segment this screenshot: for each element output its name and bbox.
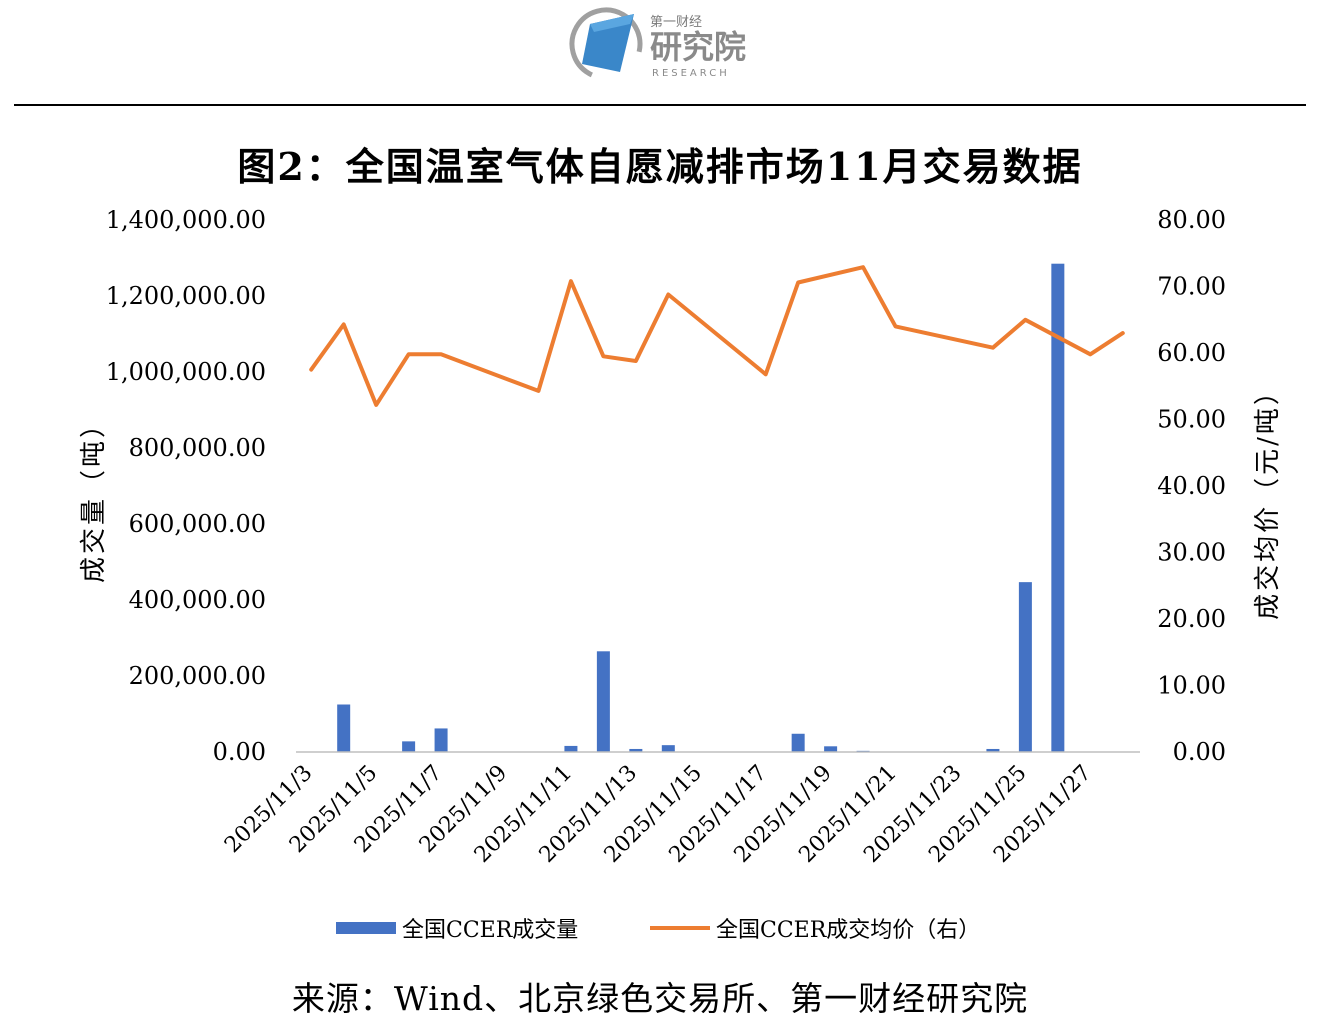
y-left-tick-label: 400,000.00	[129, 586, 266, 614]
bar	[986, 748, 1000, 752]
legend-item-price: 全国CCER成交均价（右）	[650, 912, 980, 944]
legend-item-volume: 全国CCER成交量	[336, 912, 578, 944]
bar	[564, 745, 578, 752]
legend-label-price: 全国CCER成交均价（右）	[716, 918, 981, 943]
y-axis-right-ticks: 80.00 70.00 60.00 50.00 40.00 30.00 20.00 10.00…	[1157, 206, 1226, 766]
bar	[791, 733, 805, 752]
x-axis-ticks: 2025/11/32025/11/52025/11/72025/11/92025…	[220, 761, 1097, 868]
bar	[629, 748, 643, 752]
y-left-tick-label: 800,000.00	[129, 434, 266, 462]
y-right-tick-label: 50.00	[1157, 406, 1226, 434]
y-left-tick-label: 1,000,000.00	[106, 358, 266, 386]
legend-swatch-line	[650, 926, 710, 930]
y-right-tick-label: 70.00	[1157, 273, 1226, 301]
y-left-tick-label: 1,400,000.00	[106, 206, 266, 234]
y-axis-right-label: 成交均价（元/吨）	[1253, 376, 1283, 620]
y-right-tick-label: 20.00	[1157, 605, 1226, 633]
y-right-tick-label: 0.00	[1173, 738, 1226, 766]
y-axis-left-ticks: 1,400,000.00 1,200,000.00 1,000,000.00 800,…	[106, 206, 266, 766]
legend: 全国CCER成交量 全国CCER成交均价（右）	[0, 906, 1320, 946]
logo: 第一财经 研究院 RESEARCH	[568, 4, 768, 84]
y-right-tick-label: 80.00	[1157, 206, 1226, 234]
chart-title: 图2：全国温室气体自愿减排市场11月交易数据	[237, 144, 1083, 189]
logo-emblem: 第一财经 研究院 RESEARCH	[569, 7, 746, 81]
price-line	[309, 265, 1125, 407]
bar	[402, 741, 416, 752]
y-left-tick-label: 600,000.00	[129, 510, 266, 538]
chart-area: 1,400,000.00 1,200,000.00 1,000,000.00 800,…	[79, 206, 1283, 868]
y-left-tick-label: 1,200,000.00	[106, 282, 266, 310]
bar	[824, 746, 838, 752]
bar	[1018, 582, 1032, 752]
bar	[1051, 263, 1065, 752]
legend-swatch-bar	[336, 922, 396, 934]
logo-main-text: 研究院	[650, 28, 746, 66]
y-right-tick-label: 40.00	[1157, 472, 1226, 500]
bar-series	[337, 263, 1065, 752]
line-series	[309, 265, 1125, 407]
y-left-tick-label: 0.00	[213, 738, 266, 766]
bar	[661, 745, 675, 752]
y-axis-left-label: 成交量（吨）	[79, 409, 109, 583]
y-right-tick-label: 30.00	[1157, 539, 1226, 567]
y-left-tick-label: 200,000.00	[129, 662, 266, 690]
bar	[337, 704, 351, 752]
y-right-tick-label: 10.00	[1157, 672, 1226, 700]
logo-top-text: 第一财经	[650, 15, 702, 30]
header-divider	[14, 104, 1306, 106]
bar	[434, 728, 448, 752]
bar	[596, 651, 610, 752]
y-right-tick-label: 60.00	[1157, 339, 1226, 367]
logo-sub-text: RESEARCH	[652, 68, 730, 79]
source-note: 来源：Wind、北京绿色交易所、第一财经研究院	[291, 979, 1029, 1018]
legend-label-volume: 全国CCER成交量	[402, 918, 579, 943]
